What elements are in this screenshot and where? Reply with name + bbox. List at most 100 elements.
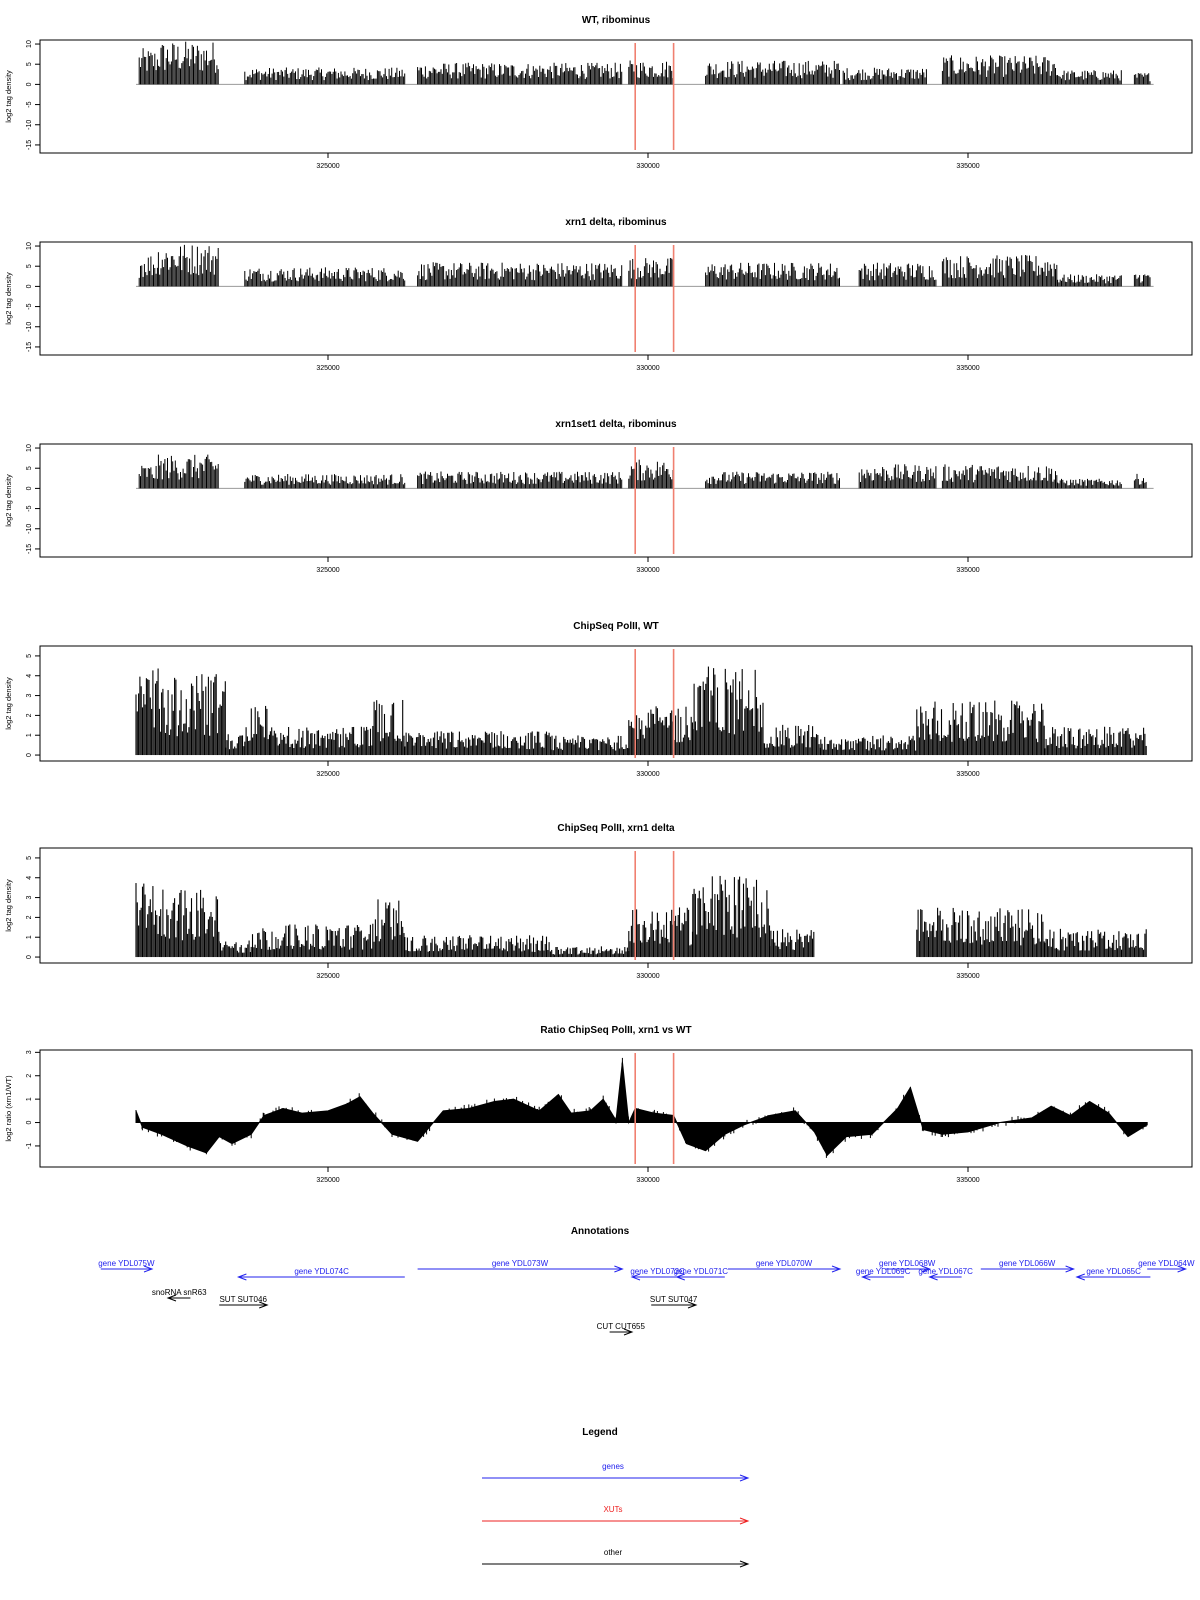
plot-frame [39, 443, 1193, 558]
y-tick-label: -5 [26, 101, 33, 107]
feature-cut-cut655: CUT CUT655 [597, 1322, 646, 1336]
arrow-head-icon [143, 1265, 154, 1273]
x-tick-label: 330000 [636, 1177, 659, 1184]
y-tick-label: 0 [26, 284, 33, 288]
y-axis-label: log2 tag density [4, 272, 13, 325]
y-tick-label: 5 [26, 62, 33, 66]
y-tick-label: 0 [26, 955, 33, 959]
y-tick-label: 0 [26, 753, 33, 757]
x-tick-label: 335000 [956, 771, 979, 778]
x-tick-label: 335000 [956, 163, 979, 170]
feature-label: CUT CUT655 [597, 1322, 646, 1331]
plot-frame [39, 241, 1193, 356]
feature-gene-ydl064w: gene YDL064W [1138, 1259, 1195, 1273]
data-bars [135, 1057, 1148, 1158]
feature-label: gene YDL068W [879, 1259, 936, 1268]
y-tick-label: -1 [26, 1143, 33, 1149]
y-tick-label: 2 [26, 713, 33, 717]
arrow-head-icon [1075, 1273, 1085, 1281]
y-tick-label: 1 [26, 935, 33, 939]
panel-1: WT, ribominus 10 5 0 -5 -10 -15 log2 tag densit… [4, 15, 1193, 170]
y-tick-label: -15 [26, 342, 33, 352]
arrow-head-icon [831, 1265, 842, 1273]
y-tick-label: -15 [26, 544, 33, 554]
feature-label: gene YDL071C [674, 1267, 729, 1276]
legend-label: XUTs [603, 1505, 622, 1514]
x-tick-label: 330000 [636, 163, 659, 170]
y-tick-label: -10 [26, 120, 33, 130]
feature-gene-ydl066w: gene YDL066W [980, 1259, 1076, 1273]
arrow-head-icon [236, 1273, 247, 1281]
y-tick-label: 1 [26, 1097, 33, 1101]
annotations-title: Annotations [571, 1226, 630, 1237]
feature-gene-ydl068w: gene YDL068W [879, 1259, 936, 1273]
legend-label: other [604, 1548, 623, 1557]
annotations-panel: Annotations gene YDL075W gene YDL074C gene … [98, 1226, 1195, 1336]
arrow-head-icon [687, 1301, 698, 1309]
legend: Legend genes XUTs other [482, 1427, 750, 1568]
arrow-head-icon [623, 1328, 634, 1336]
arrow-head-icon [739, 1474, 750, 1482]
feature-gene-ydl075w: gene YDL075W [98, 1259, 155, 1273]
y-tick-label: 3 [26, 1050, 33, 1054]
feature-label: gene YDL065C [1086, 1267, 1141, 1276]
y-axis-label: log2 tag density [4, 70, 13, 123]
panel-title: xrn1 delta, ribominus [565, 217, 667, 228]
feature-label: gene YDL070W [756, 1259, 813, 1268]
feature-snorna-snr63: snoRNA snR63 [152, 1288, 207, 1302]
y-tick-label: 5 [26, 856, 33, 860]
feature-label: gene YDL064W [1138, 1259, 1195, 1268]
x-tick-label: 335000 [956, 973, 979, 980]
feature-sut-sut047: SUT SUT047 [650, 1295, 698, 1309]
arrow-head-icon [614, 1265, 624, 1273]
y-tick-label: 3 [26, 694, 33, 698]
panel-3: xrn1set1 delta, ribominus 10 5 0 -5 -10 -15 log… [4, 419, 1193, 574]
x-tick-label: 335000 [956, 567, 979, 574]
feature-gene-ydl065c: gene YDL065C [1075, 1267, 1151, 1281]
feature-label: gene YDL075W [98, 1259, 155, 1268]
feature-label: gene YDL073W [492, 1259, 549, 1268]
y-tick-label: 0 [26, 1120, 33, 1124]
feature-label: gene YDL074C [294, 1267, 349, 1276]
y-tick-label: 10 [26, 444, 33, 452]
y-tick-label: 2 [26, 1074, 33, 1078]
y-tick-label: 5 [26, 466, 33, 470]
plot-frame [39, 39, 1193, 154]
panel-2: xrn1 delta, ribominus 10 5 0 -5 -10 -15 log2 ta… [4, 217, 1193, 372]
x-tick-label: 335000 [956, 1177, 979, 1184]
arrow-head-icon [928, 1273, 938, 1281]
plot-frame [39, 847, 1193, 964]
arrow-head-icon [739, 1517, 750, 1525]
feature-gene-ydl071c: gene YDL071C [674, 1267, 729, 1281]
x-tick-label: 325000 [316, 163, 339, 170]
y-tick-label: 2 [26, 915, 33, 919]
y-tick-label: 4 [26, 674, 33, 678]
y-axis-label: log2 ratio (xrn1/WT) [4, 1075, 13, 1142]
panel-title: ChipSeq PolII, xrn1 delta [557, 823, 675, 834]
x-tick-label: 325000 [316, 365, 339, 372]
arrow-head-icon [675, 1273, 685, 1281]
feature-label: SUT SUT047 [650, 1295, 698, 1304]
arrow-head-icon [921, 1265, 932, 1273]
arrow-head-icon [259, 1301, 269, 1309]
feature-gene-ydl074c: gene YDL074C [236, 1267, 405, 1281]
y-tick-label: 4 [26, 876, 33, 880]
data-bars [136, 454, 1154, 489]
feature-gene-ydl073w: gene YDL073W [417, 1259, 624, 1273]
arrow-head-icon [1177, 1265, 1188, 1273]
ratio-area [135, 1061, 1148, 1157]
feature-label: gene YDL066W [999, 1259, 1056, 1268]
feature-label: snoRNA snR63 [152, 1288, 207, 1297]
plot-frame [39, 645, 1193, 762]
x-tick-label: 325000 [316, 771, 339, 778]
panel-6: Ratio ChipSeq PolII, xrn1 vs WT 3 2 1 0 -1 log… [4, 1025, 1193, 1184]
y-tick-label: 0 [26, 486, 33, 490]
data-bars [135, 875, 1147, 958]
feature-label: SUT SUT046 [219, 1295, 267, 1304]
arrow-head-icon [739, 1560, 750, 1568]
panel-4: ChipSeq PolII, WT 0 1 2 3 4 5 log2 tag density 3… [4, 621, 1193, 778]
y-axis-label: log2 tag density [4, 474, 13, 527]
y-axis-label: log2 tag density [4, 677, 13, 730]
legend-label: genes [602, 1462, 624, 1471]
